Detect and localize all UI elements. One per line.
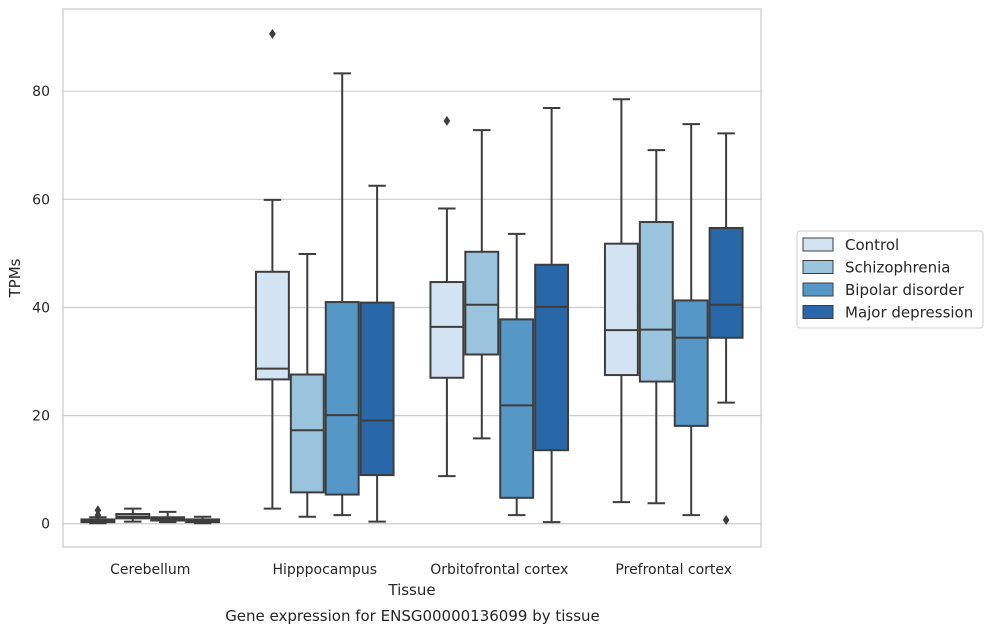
box-1-2: [464, 129, 500, 440]
y-tick-labels: 0 20 40 60 80: [32, 84, 50, 533]
box: [429, 281, 465, 379]
legend-swatch: [802, 237, 834, 252]
outlier: [443, 115, 451, 126]
box-1-0: [115, 507, 151, 523]
box: [359, 301, 395, 477]
box-0-2: [429, 115, 465, 478]
x-tick-label: Hipppocampus: [272, 562, 377, 578]
box: [708, 226, 744, 339]
outlier: [94, 510, 102, 521]
box: [499, 318, 535, 499]
box-0-0: [80, 505, 116, 525]
legend: Control Schizophrenia Bipolar disorder Majo…: [796, 230, 984, 329]
box: [254, 270, 290, 381]
x-tick-label: Prefrontal cortex: [615, 562, 732, 578]
box: [464, 250, 500, 356]
box: [638, 221, 674, 383]
box-1-1: [289, 252, 325, 518]
y-axis-label: TPMs: [6, 258, 24, 298]
box: [324, 301, 360, 496]
box-2-3: [673, 123, 709, 517]
legend-swatch: [802, 260, 834, 274]
box-3-2: [534, 106, 570, 524]
plot-frame: [62, 8, 762, 548]
box-2-2: [499, 232, 535, 517]
x-axis-label: Tissue: [387, 581, 435, 599]
box: [289, 373, 325, 494]
box: [534, 263, 570, 452]
legend-label: Major depression: [845, 304, 973, 322]
box-3-1: [359, 184, 395, 523]
box: [673, 299, 709, 427]
box-2-1: [324, 72, 360, 517]
outlier: [722, 514, 730, 525]
legend-swatch: [802, 305, 834, 319]
box-3-3: [708, 132, 744, 525]
y-tick-label: 0: [41, 517, 50, 533]
y-tick-label: 60: [32, 192, 50, 208]
outlier: [269, 28, 276, 39]
y-tick-label: 20: [32, 409, 50, 425]
figure-caption: Gene expression for ENSG00000136099 by t…: [225, 607, 600, 625]
legend-label: Bipolar disorder: [845, 281, 965, 299]
box-3-0: [185, 515, 221, 525]
x-tick-label: Cerebellum: [110, 562, 190, 578]
legend-frame: [796, 230, 984, 329]
legend-swatch: [802, 282, 834, 297]
x-tick-labels: Cerebellum Hipppocampus Orbitofrontal cort…: [110, 562, 732, 578]
legend-label: Schizophrenia: [845, 259, 950, 277]
y-tick-label: 80: [32, 84, 50, 100]
box-2-0: [150, 510, 186, 524]
box-0-3: [603, 98, 639, 504]
boxplots: [80, 28, 744, 525]
x-tick-label: Orbitofrontal cortex: [430, 562, 568, 578]
box: [603, 242, 639, 377]
legend-label: Control: [845, 236, 899, 254]
box-0-1: [254, 28, 290, 510]
box-1-3: [638, 149, 674, 505]
y-tick-label: 40: [32, 300, 50, 316]
